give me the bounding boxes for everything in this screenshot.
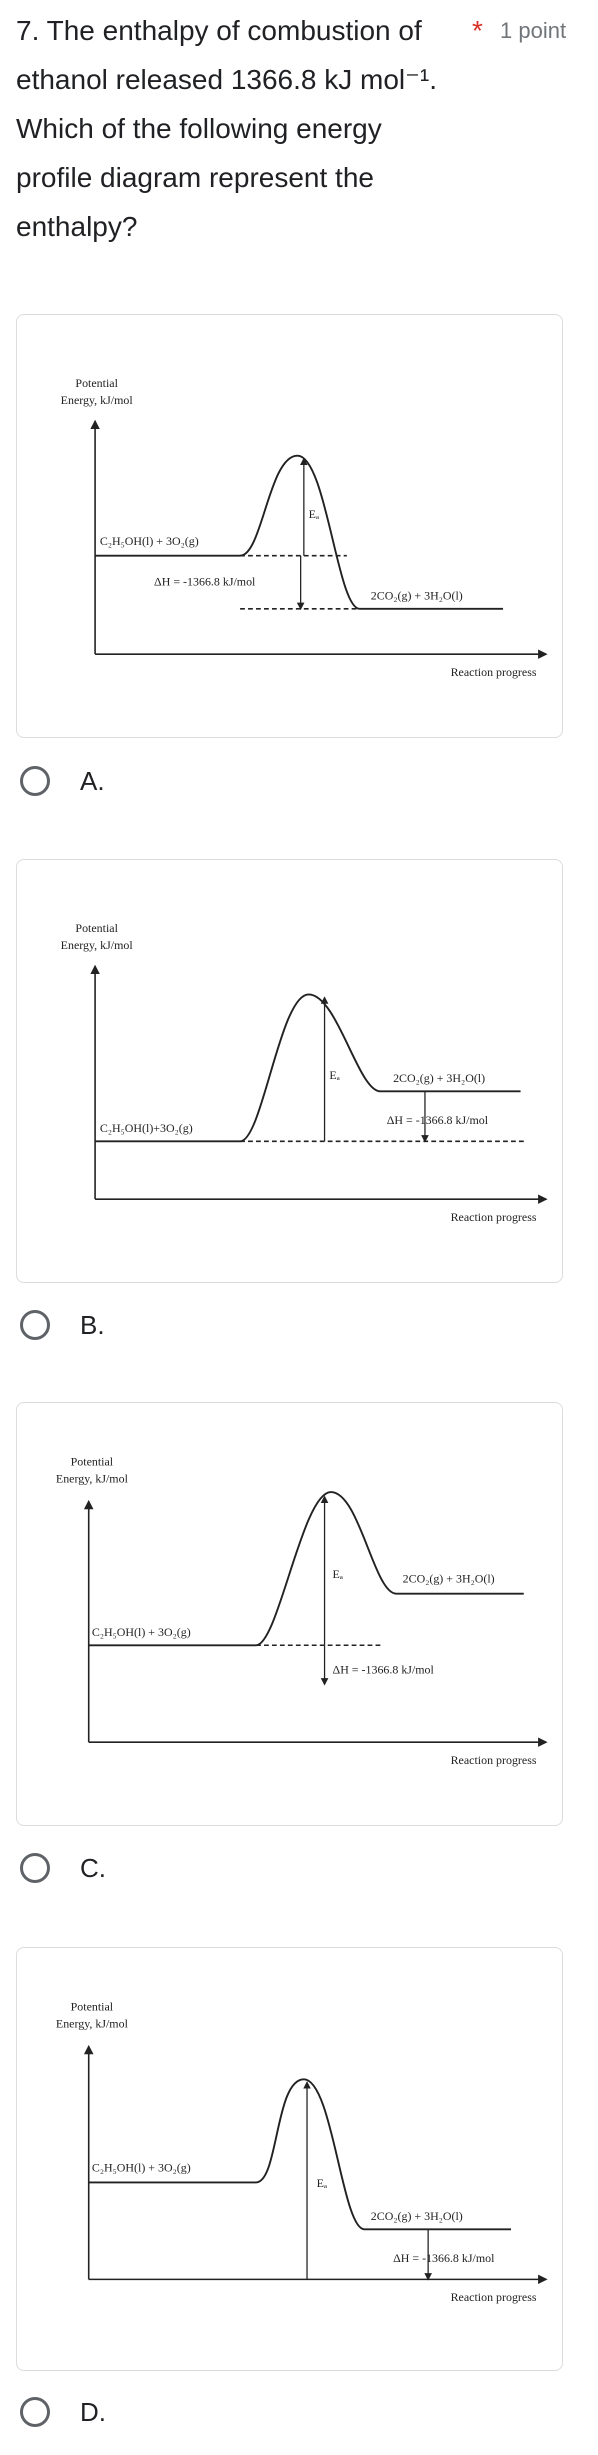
energy-profile-diagram: Potential Energy, kJ/mol Reaction progress…: [61, 376, 548, 679]
energy-curve: [95, 454, 504, 610]
ea-label: Eₐ: [333, 1567, 344, 1581]
y-axis-label: Energy, kJ/mol: [56, 2017, 129, 2031]
energy-curve: [88, 1491, 524, 1647]
radio-button[interactable]: [20, 1853, 50, 1883]
option-label[interactable]: A.: [80, 766, 105, 796]
radio-button[interactable]: [20, 1310, 50, 1340]
products-label: 2CO₂(g) + 3H₂O(l): [403, 1572, 495, 1586]
products-label: 2CO₂(g) + 3H₂O(l): [371, 589, 463, 603]
required-star: *: [472, 15, 483, 46]
ea-label: Eₐ: [317, 2176, 328, 2190]
energy-curve: [88, 2078, 512, 2231]
products-label: 2CO₂(g) + 3H₂O(l): [371, 2209, 463, 2223]
diagram-card: Potential Energy, kJ/mol Reaction progress…: [16, 859, 563, 1283]
x-axis-label: Reaction progress: [451, 1753, 537, 1767]
x-axis-label: Reaction progress: [451, 1210, 537, 1224]
y-axis-label: Energy, kJ/mol: [56, 1472, 129, 1486]
points: 1 point: [500, 18, 567, 43]
energy-curve: [95, 993, 521, 1143]
diagram-card: Potential Energy, kJ/mol Reaction progress…: [16, 1402, 563, 1826]
delta-h-label: ΔH = -1366.8 kJ/mol: [154, 574, 256, 588]
radio-button[interactable]: [20, 2397, 50, 2427]
delta-h-label: ΔH = -1366.8 kJ/mol: [387, 1113, 489, 1127]
delta-h-label: ΔH = -1366.8 kJ/mol: [393, 2251, 495, 2265]
energy-profile-diagram: Potential Energy, kJ/mol Reaction progress…: [61, 921, 548, 1224]
option-label[interactable]: D.: [80, 2397, 106, 2427]
reactants-label: C₂H₅OH(l) + 3O₂(g): [100, 534, 199, 548]
radio-button[interactable]: [20, 766, 50, 796]
delta-h-label: ΔH = -1366.8 kJ/mol: [333, 1662, 435, 1676]
ea-label: Eₐ: [309, 507, 320, 521]
y-axis-label: Energy, kJ/mol: [61, 938, 134, 952]
option-label[interactable]: B.: [80, 1310, 105, 1340]
x-axis-label: Reaction progress: [451, 2290, 537, 2304]
reactants-label: C₂H₅OH(l) + 3O₂(g): [92, 1625, 191, 1639]
energy-profile-diagram: Potential Energy, kJ/mol Reaction progress…: [56, 1455, 548, 1767]
diagram-card: Potential Energy, kJ/mol Reaction progress…: [16, 314, 563, 738]
question-text: 7. The enthalpy of combustion of ethanol…: [16, 15, 438, 242]
y-axis-label: Potential: [71, 1455, 114, 1469]
reactants-label: C₂H₅OH(l)+3O₂(g): [100, 1121, 193, 1135]
diagram-card: Potential Energy, kJ/mol Reaction progress…: [16, 1947, 563, 2371]
reactants-label: C₂H₅OH(l) + 3O₂(g): [92, 2161, 191, 2175]
products-label: 2CO₂(g) + 3H₂O(l): [393, 1071, 485, 1085]
energy-profile-diagram: Potential Energy, kJ/mol Reaction progress…: [56, 2000, 548, 2304]
option-label[interactable]: C.: [80, 1853, 106, 1883]
y-axis-label: Potential: [75, 376, 118, 390]
y-axis-label: Potential: [75, 921, 118, 935]
y-axis-label: Potential: [71, 2000, 114, 2014]
x-axis-label: Reaction progress: [451, 665, 537, 679]
ea-label: Eₐ: [329, 1068, 340, 1082]
y-axis-label: Energy, kJ/mol: [61, 393, 134, 407]
